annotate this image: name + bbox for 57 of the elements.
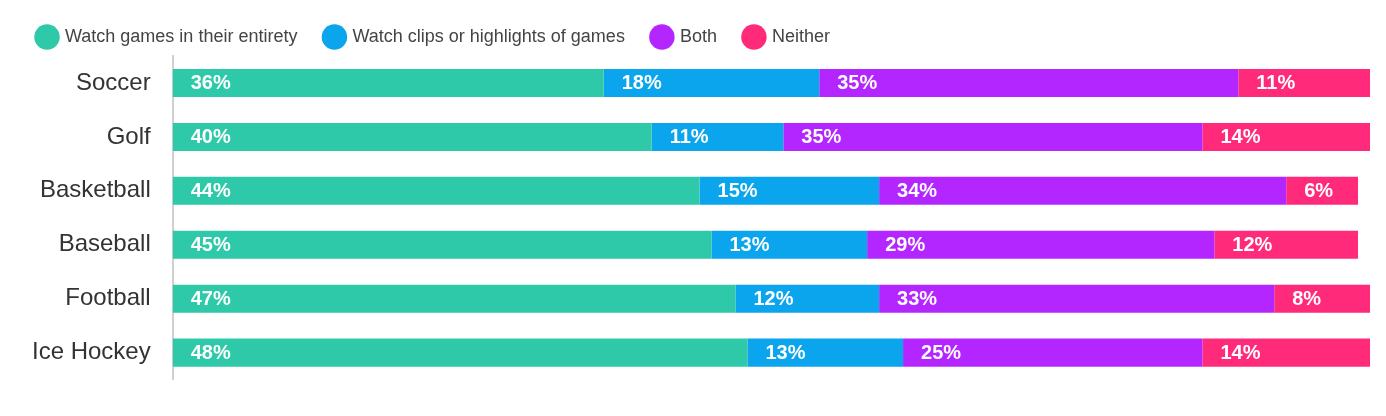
y-tick-label: Football xyxy=(65,283,151,311)
bar xyxy=(1202,338,1370,367)
data-label: 13% xyxy=(729,233,770,256)
bar xyxy=(903,338,1203,367)
bar xyxy=(735,284,880,313)
data-label: 14% xyxy=(1220,341,1261,364)
data-label: 44% xyxy=(190,179,231,202)
y-tick-label: Ice Hockey xyxy=(31,337,151,365)
bar xyxy=(172,284,736,313)
data-label: 12% xyxy=(753,287,794,310)
data-label: 35% xyxy=(801,125,842,148)
data-label: 15% xyxy=(717,179,758,202)
bar xyxy=(783,122,1203,151)
bar xyxy=(867,230,1215,259)
bar xyxy=(172,68,604,97)
bar xyxy=(1202,122,1370,151)
y-tick-label: Baseball xyxy=(58,229,151,257)
bar xyxy=(699,176,880,205)
data-label: 6% xyxy=(1304,179,1334,202)
y-tick-label: Soccer xyxy=(76,67,151,95)
bar xyxy=(819,68,1239,97)
data-label: 13% xyxy=(765,341,806,364)
y-tick-label: Basketball xyxy=(39,175,151,203)
legend-label: Neither xyxy=(771,25,830,46)
data-label: 12% xyxy=(1232,233,1273,256)
y-tick-label: Golf xyxy=(106,121,152,149)
bar xyxy=(172,230,712,259)
data-label: 14% xyxy=(1220,125,1261,148)
data-label: 45% xyxy=(190,233,231,256)
data-label: 40% xyxy=(190,125,231,148)
bar xyxy=(711,230,868,259)
data-label: 25% xyxy=(921,341,962,364)
data-label: 8% xyxy=(1292,287,1322,310)
data-label: 11% xyxy=(669,125,709,148)
bar xyxy=(879,176,1287,205)
bar xyxy=(747,338,904,367)
bar xyxy=(172,122,652,151)
data-label: 29% xyxy=(885,233,926,256)
bar xyxy=(172,176,700,205)
bar xyxy=(1238,68,1370,97)
data-label: 33% xyxy=(897,287,938,310)
bar xyxy=(172,338,748,367)
data-label: 34% xyxy=(897,179,938,202)
legend-label: Both xyxy=(679,25,717,46)
data-label: 47% xyxy=(190,287,231,310)
data-label: 35% xyxy=(837,71,878,94)
bar xyxy=(1214,230,1359,259)
bar xyxy=(603,68,820,97)
data-label: 48% xyxy=(190,341,231,364)
legend-label: Watch clips or highlights of games xyxy=(352,25,625,46)
bar xyxy=(651,122,784,151)
bar xyxy=(879,284,1275,313)
data-label: 36% xyxy=(190,71,231,94)
data-label: 11% xyxy=(1256,71,1296,94)
data-label: 18% xyxy=(621,71,662,94)
legend-label: Watch games in their entirety xyxy=(65,25,298,46)
bar xyxy=(1274,284,1370,313)
